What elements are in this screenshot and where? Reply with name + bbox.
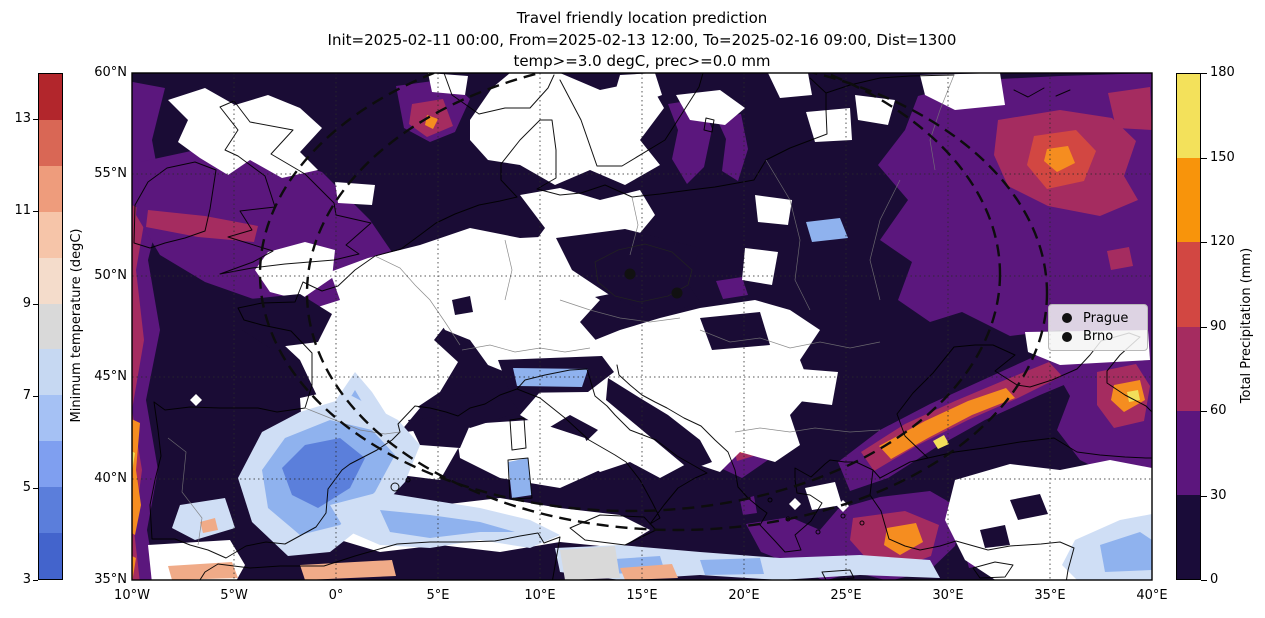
x-tick-20E: 20°E bbox=[728, 588, 760, 603]
x-tick-10W: 10°W bbox=[114, 588, 150, 603]
prec-tickmark bbox=[1201, 327, 1207, 328]
temperature-colorbar-segment bbox=[39, 74, 62, 120]
title-subtitle: Init=2025-02-11 00:00, From=2025-02-13 1… bbox=[327, 31, 957, 49]
y-tick-35N: 35°N bbox=[94, 572, 127, 587]
temperature-colorbar-segment bbox=[39, 303, 62, 350]
temp-tickmark bbox=[33, 488, 38, 489]
legend-item-brno: Brno bbox=[1049, 329, 1147, 344]
prec-tickmark bbox=[1201, 242, 1207, 243]
x-tick-10E: 10°E bbox=[524, 588, 556, 603]
temp-tickmark bbox=[33, 580, 38, 581]
legend-item-prague: Prague bbox=[1049, 311, 1147, 326]
temperature-colorbar bbox=[38, 73, 63, 580]
legend-label-brno: Brno bbox=[1083, 329, 1114, 345]
temp-tick-5: 5 bbox=[22, 480, 31, 495]
brno-marker bbox=[671, 287, 683, 299]
x-tick-5W: 5°W bbox=[220, 588, 248, 603]
temperature-colorbar-segment bbox=[39, 165, 62, 212]
temperature-colorbar-segment bbox=[39, 349, 62, 396]
x-tick-40E: 40°E bbox=[1136, 588, 1168, 603]
prec-tickmark bbox=[1201, 496, 1207, 497]
x-tick-15E: 15°E bbox=[626, 588, 658, 603]
temp-tickmark bbox=[33, 304, 38, 305]
y-tick-45N: 45°N bbox=[94, 369, 127, 384]
x-tick-30E: 30°E bbox=[932, 588, 964, 603]
temp-tick-13: 13 bbox=[14, 111, 31, 126]
temperature-colorbar-segment bbox=[39, 395, 62, 442]
country-borders bbox=[167, 74, 955, 546]
prec-tick-0: 0 bbox=[1210, 572, 1219, 587]
y-tick-55N: 55°N bbox=[94, 166, 127, 181]
y-tick-50N: 50°N bbox=[94, 268, 127, 283]
precip-colorbar-segment bbox=[1177, 326, 1200, 411]
prague-marker bbox=[624, 268, 636, 280]
temp-tick-3: 3 bbox=[22, 572, 31, 587]
title-criteria: temp>=3.0 degC, prec>=0.0 mm bbox=[513, 52, 771, 70]
prec-tick-90: 90 bbox=[1210, 319, 1227, 334]
prec-tickmark bbox=[1201, 73, 1207, 74]
czech-border bbox=[594, 243, 693, 303]
temp-tickmark bbox=[33, 119, 38, 120]
prague-dot-icon bbox=[1062, 313, 1072, 324]
prec-tickmark bbox=[1201, 158, 1207, 159]
temp-tick-11: 11 bbox=[14, 203, 31, 218]
precipitation-colorbar bbox=[1176, 73, 1201, 580]
prec-tick-150: 150 bbox=[1210, 150, 1235, 165]
temp-tick-7: 7 bbox=[22, 388, 31, 403]
temperature-colorbar-segment bbox=[39, 211, 62, 258]
precip-colorbar-segment bbox=[1177, 494, 1200, 580]
range-ring-prague bbox=[258, 73, 1002, 513]
precip-colorbar-segment bbox=[1177, 410, 1200, 495]
precip-colorbar-segment bbox=[1177, 158, 1200, 243]
prec-tickmark bbox=[1201, 580, 1207, 581]
precip-colorbar-segment bbox=[1177, 74, 1200, 159]
temperature-colorbar-segment bbox=[39, 441, 62, 488]
temperature-colorbar-segment bbox=[39, 119, 62, 166]
temp-tick-9: 9 bbox=[22, 296, 31, 311]
prec-tick-180: 180 bbox=[1210, 65, 1235, 80]
x-tick-5E: 5°E bbox=[426, 588, 450, 603]
y-tick-60N: 60°N bbox=[94, 65, 127, 80]
y-tick-40N: 40°N bbox=[94, 471, 127, 486]
prec-tickmark bbox=[1201, 411, 1207, 412]
temp-tickmark bbox=[33, 211, 38, 212]
precip-colorbar-segment bbox=[1177, 242, 1200, 327]
map-border bbox=[131, 72, 1153, 581]
range-ring-brno bbox=[305, 73, 1049, 532]
map-layers bbox=[132, 73, 1152, 580]
page-title: Travel friendly location prediction bbox=[516, 9, 768, 27]
temperature-colorbar-segment bbox=[39, 257, 62, 304]
temperature-field bbox=[168, 218, 1152, 580]
map-legend: Prague Brno bbox=[1048, 304, 1148, 351]
temperature-colorbar-segment bbox=[39, 487, 62, 534]
x-tick-0: 0° bbox=[328, 588, 344, 603]
prec-tick-120: 120 bbox=[1210, 234, 1235, 249]
legend-label-prague: Prague bbox=[1083, 310, 1129, 326]
x-tick-35E: 35°E bbox=[1034, 588, 1066, 603]
brno-dot-icon bbox=[1062, 331, 1072, 342]
temp-tickmark bbox=[33, 396, 38, 397]
prec-tick-60: 60 bbox=[1210, 403, 1227, 418]
x-tick-25E: 25°E bbox=[830, 588, 862, 603]
prec-tick-30: 30 bbox=[1210, 488, 1227, 503]
temperature-colorbar-segment bbox=[39, 533, 62, 579]
